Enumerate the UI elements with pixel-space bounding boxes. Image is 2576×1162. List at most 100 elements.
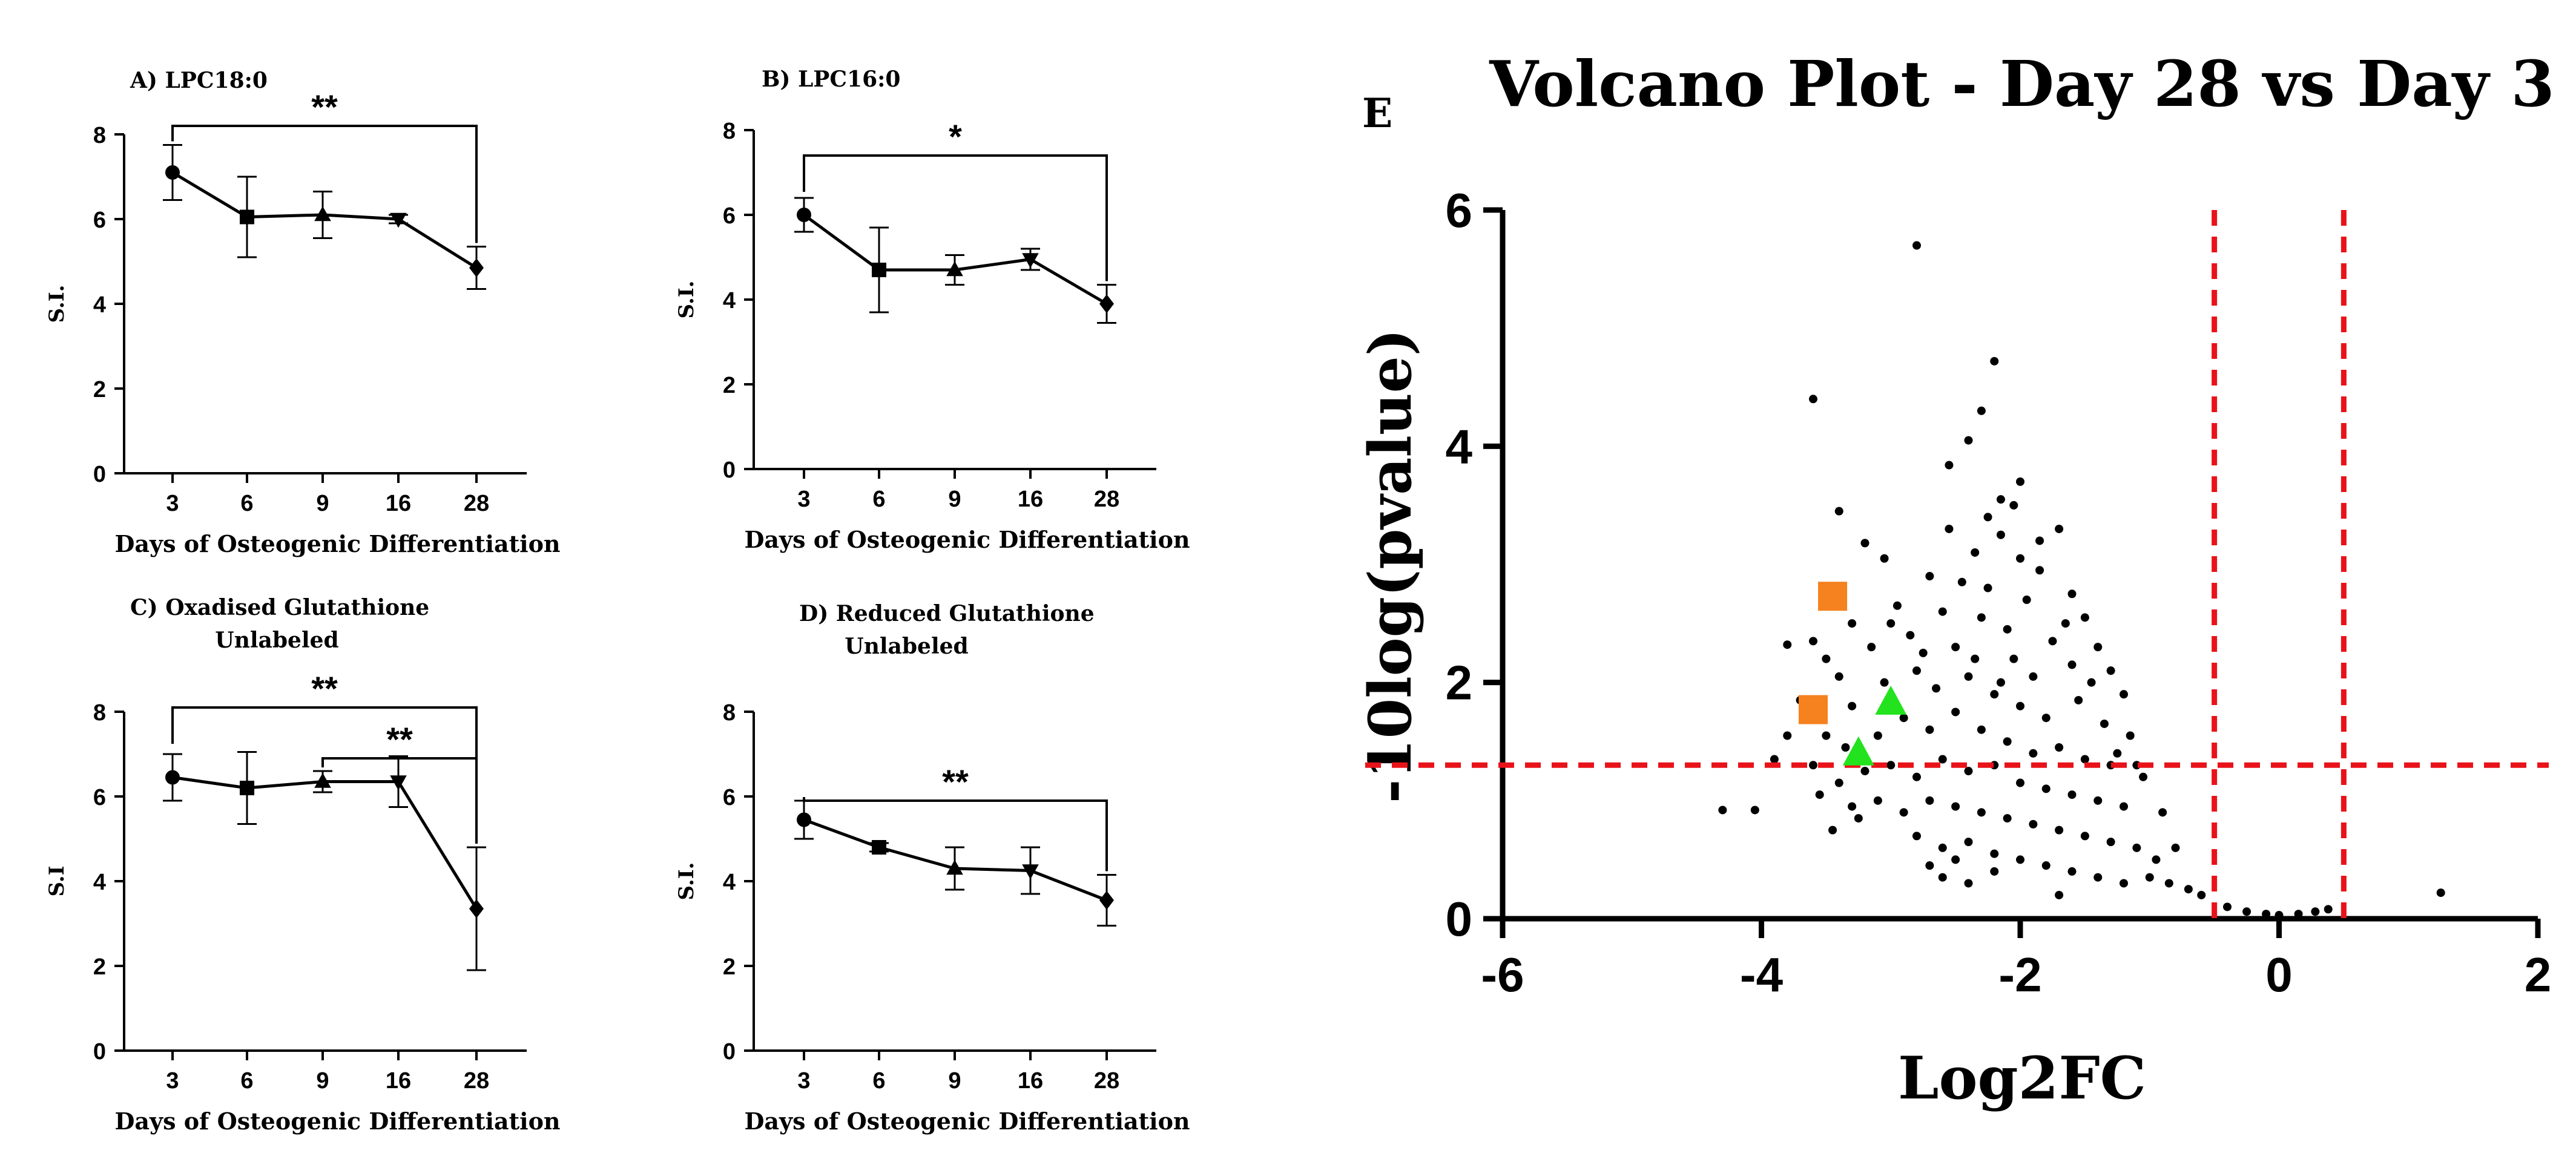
x-tick-label: 0	[2265, 948, 2293, 1002]
data-point-marker	[240, 209, 254, 225]
y-axis-label: S.I.	[45, 285, 69, 323]
scatter-point	[2164, 879, 2173, 888]
significance-bracket	[803, 797, 1108, 872]
scatter-point	[1951, 855, 1960, 864]
y-tick-label: 2	[1446, 656, 1473, 710]
data-point-marker	[165, 770, 180, 785]
scatter-point	[2184, 885, 2193, 894]
scatter-point	[1718, 806, 1727, 815]
scatter-point	[1750, 806, 1759, 815]
scatter-point	[2120, 690, 2128, 699]
significance-label: **	[386, 720, 413, 758]
scatter-point	[1971, 654, 1980, 663]
x-tick-label: 3	[166, 1068, 179, 1094]
volcano-title: Volcano Plot - Day 28 vs Day 3	[1489, 47, 2555, 121]
panel-label: E	[1362, 90, 1392, 137]
scatter-point	[1873, 796, 1882, 805]
scatter-point	[1977, 406, 1986, 415]
x-axis-label: Log2FC	[1898, 1044, 2146, 1112]
scatter-point	[1892, 601, 1902, 610]
panel-title: D) Reduced Glutathione	[799, 601, 1095, 626]
y-tick-label: 0	[1446, 892, 1473, 946]
highlight-triangle-point	[1875, 685, 1907, 715]
scatter-point	[1899, 808, 1908, 817]
scatter-point	[1996, 495, 2005, 504]
data-point-marker	[1099, 294, 1114, 313]
scatter-point	[1964, 672, 1973, 681]
scatter-point	[1873, 731, 1882, 740]
scatter-point	[1964, 838, 1973, 847]
scatter-point	[1951, 643, 1960, 652]
y-tick-label: 6	[1446, 183, 1473, 237]
scatter-point	[1951, 707, 1960, 717]
data-point-marker	[390, 212, 407, 228]
panel-title: B) LPC16:0	[762, 67, 900, 92]
y-tick-label: 6	[93, 208, 106, 233]
scatter-point	[1990, 690, 1999, 699]
scatter-point	[1938, 873, 1947, 882]
highlight-square-point	[1799, 695, 1828, 724]
scatter-point	[2145, 873, 2154, 882]
scatter-point	[1860, 767, 1869, 776]
x-tick-label: 9	[316, 491, 329, 516]
y-tick-label: 4	[723, 870, 736, 895]
scatter-point	[2152, 855, 2161, 864]
scatter-point	[2048, 637, 2057, 646]
y-tick-label: 4	[93, 292, 106, 318]
scatter-point	[2120, 802, 2128, 811]
x-axis-label: Days of Osteogenic Differentiation	[744, 1108, 1190, 1135]
scatter-point	[1815, 790, 1824, 799]
scatter-point	[2074, 695, 2083, 704]
x-tick-label: 9	[948, 487, 961, 512]
panel-c-oxidised-glutathione: C) Oxadised Glutathione Unlabeled 0 2 4 6 8 3 6 9…	[45, 595, 561, 1135]
panel-title: A) LPC18:0	[130, 68, 268, 93]
scatter-point	[2009, 501, 2018, 510]
y-tick-label: 4	[1446, 419, 1473, 473]
data-point-marker	[469, 258, 484, 278]
scatter-point	[2275, 911, 2284, 920]
data-point-marker	[797, 208, 811, 222]
scatter-point	[1822, 654, 1831, 663]
x-tick-label: 6	[240, 1068, 253, 1094]
scatter-point	[2080, 755, 2089, 764]
scatter-point	[2106, 666, 2115, 675]
scatter-point	[2242, 907, 2252, 916]
y-tick-label: 8	[93, 700, 106, 726]
scatter-point	[2126, 731, 2135, 740]
scatter-point	[1945, 461, 1954, 470]
scatter-point	[2003, 625, 2012, 634]
scatter-point	[1880, 678, 1889, 687]
scatter-point	[1834, 672, 1843, 681]
x-tick-label: 28	[1094, 1068, 1119, 1094]
scatter-point	[1964, 879, 1973, 888]
scatter-point	[1983, 513, 1992, 522]
scatter-point	[1964, 767, 1973, 776]
scatter-point	[2324, 905, 2333, 914]
scatter-point	[2055, 524, 2064, 533]
scatter-point	[1848, 701, 1857, 711]
y-tick-label: 6	[93, 785, 106, 810]
y-tick-label: 2	[723, 954, 736, 980]
scatter-point	[1848, 619, 1857, 628]
scatter-point	[2009, 654, 2018, 663]
scatter-point	[2016, 778, 2024, 787]
significance-bracket	[171, 125, 478, 243]
scatter-point	[2311, 907, 2320, 916]
y-tick-label: 2	[723, 373, 736, 398]
y-axis-label: S.I.	[674, 862, 699, 901]
scatter-point	[1854, 814, 1863, 823]
scatter-point	[1996, 530, 2005, 539]
significance-bracket	[803, 154, 1108, 281]
scatter-point	[2158, 808, 2167, 817]
x-tick-label: 6	[240, 491, 253, 516]
scatter-point	[1990, 356, 1999, 366]
scatter-point	[2022, 596, 2031, 605]
x-tick-label: 28	[464, 491, 489, 516]
panel-e-volcano-plot: E Volcano Plot - Day 28 vs Day 3 0 2 4 6 -6 -4 -…	[1356, 47, 2555, 1112]
scatter-point	[2041, 784, 2051, 793]
significance-bracket	[171, 706, 478, 844]
x-tick-label: 28	[464, 1068, 489, 1094]
data-point-marker	[872, 840, 886, 855]
scatter-point	[2035, 536, 2044, 545]
x-tick-label: 16	[386, 491, 411, 516]
